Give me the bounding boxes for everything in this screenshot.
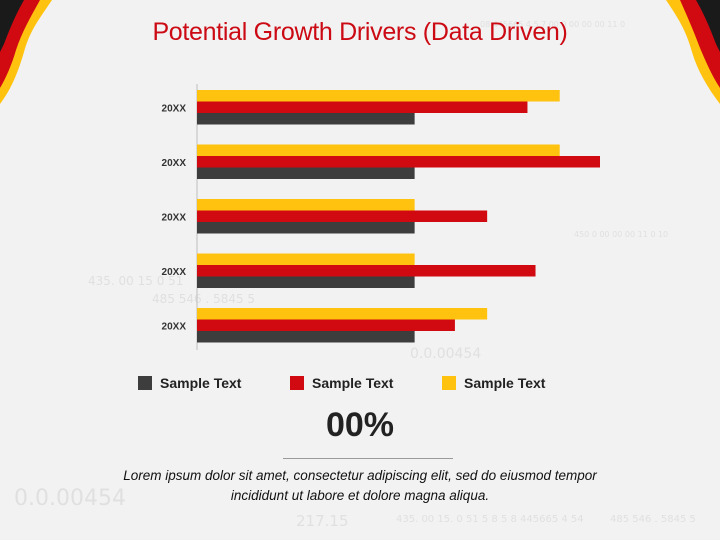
legend-swatch [442,376,456,390]
legend-item-yellow: Sample Text [442,374,545,392]
legend-label: Sample Text [312,375,394,391]
chart-title: Potential Growth Drivers (Data Driven) [152,18,568,46]
bar [197,156,600,168]
background-number: 08 445665 4 5 7 00 0 00 00 00 11 0 [480,20,626,29]
bar [197,276,415,288]
divider-line [283,458,453,459]
category-tick-label: 20XX [162,212,187,223]
bar [197,265,536,277]
bar [197,90,560,102]
bar [197,308,488,320]
category-tick-label: 20XX [162,103,187,114]
legend-item-red: Sample Text [290,374,393,392]
bar [197,101,528,113]
description-text: Lorem ipsum dolor sit amet, consectetur … [123,468,597,504]
legend-item-dark: Sample Text [138,374,241,392]
chart-legend: Sample Text Sample Text Sample Text [0,374,720,394]
background-number: 485 546 . 5845 5 [152,292,256,306]
background-number: 0.0.00454 [410,346,482,362]
legend-label: Sample Text [160,375,242,391]
category-tick-label: 20XX [162,158,187,169]
bar [197,253,415,265]
bar [197,113,415,125]
legend-swatch [290,376,304,390]
bar [197,210,488,222]
bar-chart: 20XX 20XX 20XX 20XX 20XX [162,84,600,350]
bar [197,222,415,234]
background-number: 450 0 00 00 00 11 0 10 [574,230,669,239]
background-number: 435. 00 15. 0 51 5 8 5 8 445665 4 54 [396,514,584,525]
ribbon-left-decoration [0,0,52,104]
background-number: 217.15 [296,512,349,530]
bar [197,144,560,156]
legend-swatch [138,376,152,390]
background-number: 435. 00 15 0 51 [88,274,184,288]
background-number: 485 546 . 5845 5 [610,514,696,525]
legend-label: Sample Text [464,375,546,391]
bar [197,319,455,331]
bar [197,167,415,179]
bar [197,199,415,211]
percentage-value: 00% [325,406,395,444]
category-tick-label: 20XX [162,321,187,332]
bar [197,331,415,343]
ribbon-right-decoration [666,0,720,104]
category-tick-label: 20XX [162,267,187,278]
background-number: 0.0.00454 [14,486,126,511]
